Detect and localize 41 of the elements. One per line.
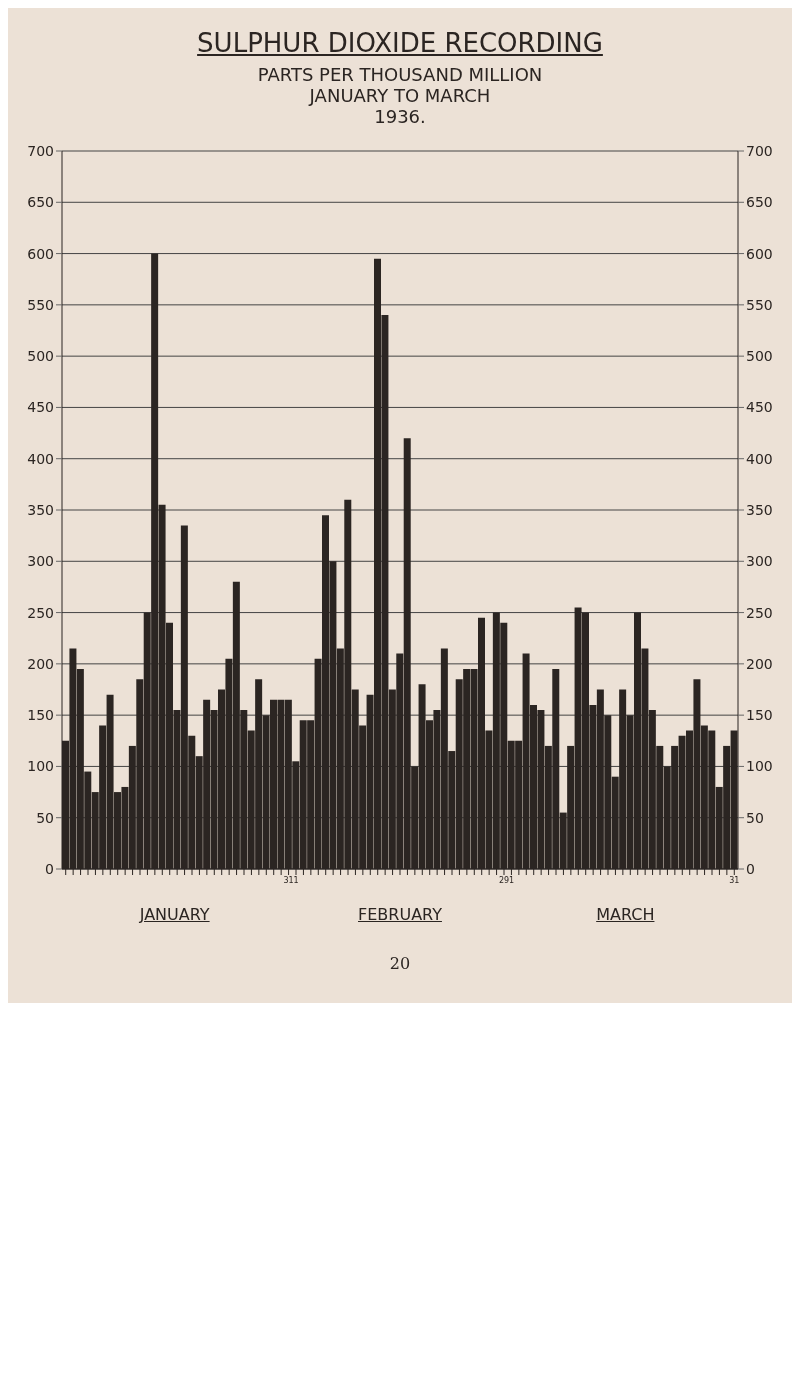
y2-tick-label: 250	[746, 604, 773, 621]
y-tick-label: 550	[27, 296, 54, 313]
y2-tick-label: 600	[746, 245, 773, 262]
y-tick-label: 200	[27, 655, 54, 672]
text: JANUARY	[138, 905, 211, 924]
text: 20	[388, 954, 412, 973]
x-tick-label: 29	[498, 875, 510, 885]
y-tick-label: 250	[27, 604, 54, 621]
y-tick-label: 500	[27, 348, 54, 365]
y2-tick-label: 700	[746, 142, 773, 159]
y-tick-label: 650	[27, 194, 54, 211]
y-tick-label: 50	[36, 809, 54, 826]
text: MARCH	[595, 905, 656, 924]
y2-tick-label: 100	[746, 758, 773, 775]
y-tick-label: 150	[27, 707, 54, 724]
y2-tick-label: 300	[746, 553, 773, 570]
y-tick-label: 450	[27, 399, 54, 416]
y2-tick-label: 200	[746, 655, 773, 672]
y2-tick-label: 400	[746, 450, 773, 467]
y2-tick-label: 500	[746, 348, 773, 365]
y-tick-label: 0	[45, 860, 54, 877]
x-tick-label: 31	[729, 875, 740, 885]
y-tick-label: 300	[27, 553, 54, 570]
x-tick-label: 1	[293, 875, 299, 885]
y2-tick-label: 150	[746, 707, 773, 724]
text: FEBRUARY	[357, 905, 443, 924]
chart-title: SULPHUR DIOXIDE RECORDING	[196, 28, 604, 58]
chart-subtitle: PARTS PER THOUSAND MILLION JANUARY TO MARCH 1936.	[256, 64, 544, 127]
x-tick-label: 31	[283, 875, 294, 885]
y2-tick-label: 450	[746, 399, 773, 416]
y2-tick-label: 50	[746, 809, 764, 826]
x-tick-label: 1	[508, 875, 514, 885]
y2-tick-label: 650	[746, 194, 773, 211]
y2-tick-label: 0	[746, 860, 755, 877]
y-tick-label: 100	[27, 758, 54, 775]
y-tick-label: 350	[27, 501, 54, 518]
y-tick-label: 600	[27, 245, 54, 262]
y2-tick-label: 550	[746, 296, 773, 313]
y2-tick-label: 350	[746, 501, 773, 518]
y-tick-label: 700	[27, 142, 54, 159]
y-tick-label: 400	[27, 450, 54, 467]
